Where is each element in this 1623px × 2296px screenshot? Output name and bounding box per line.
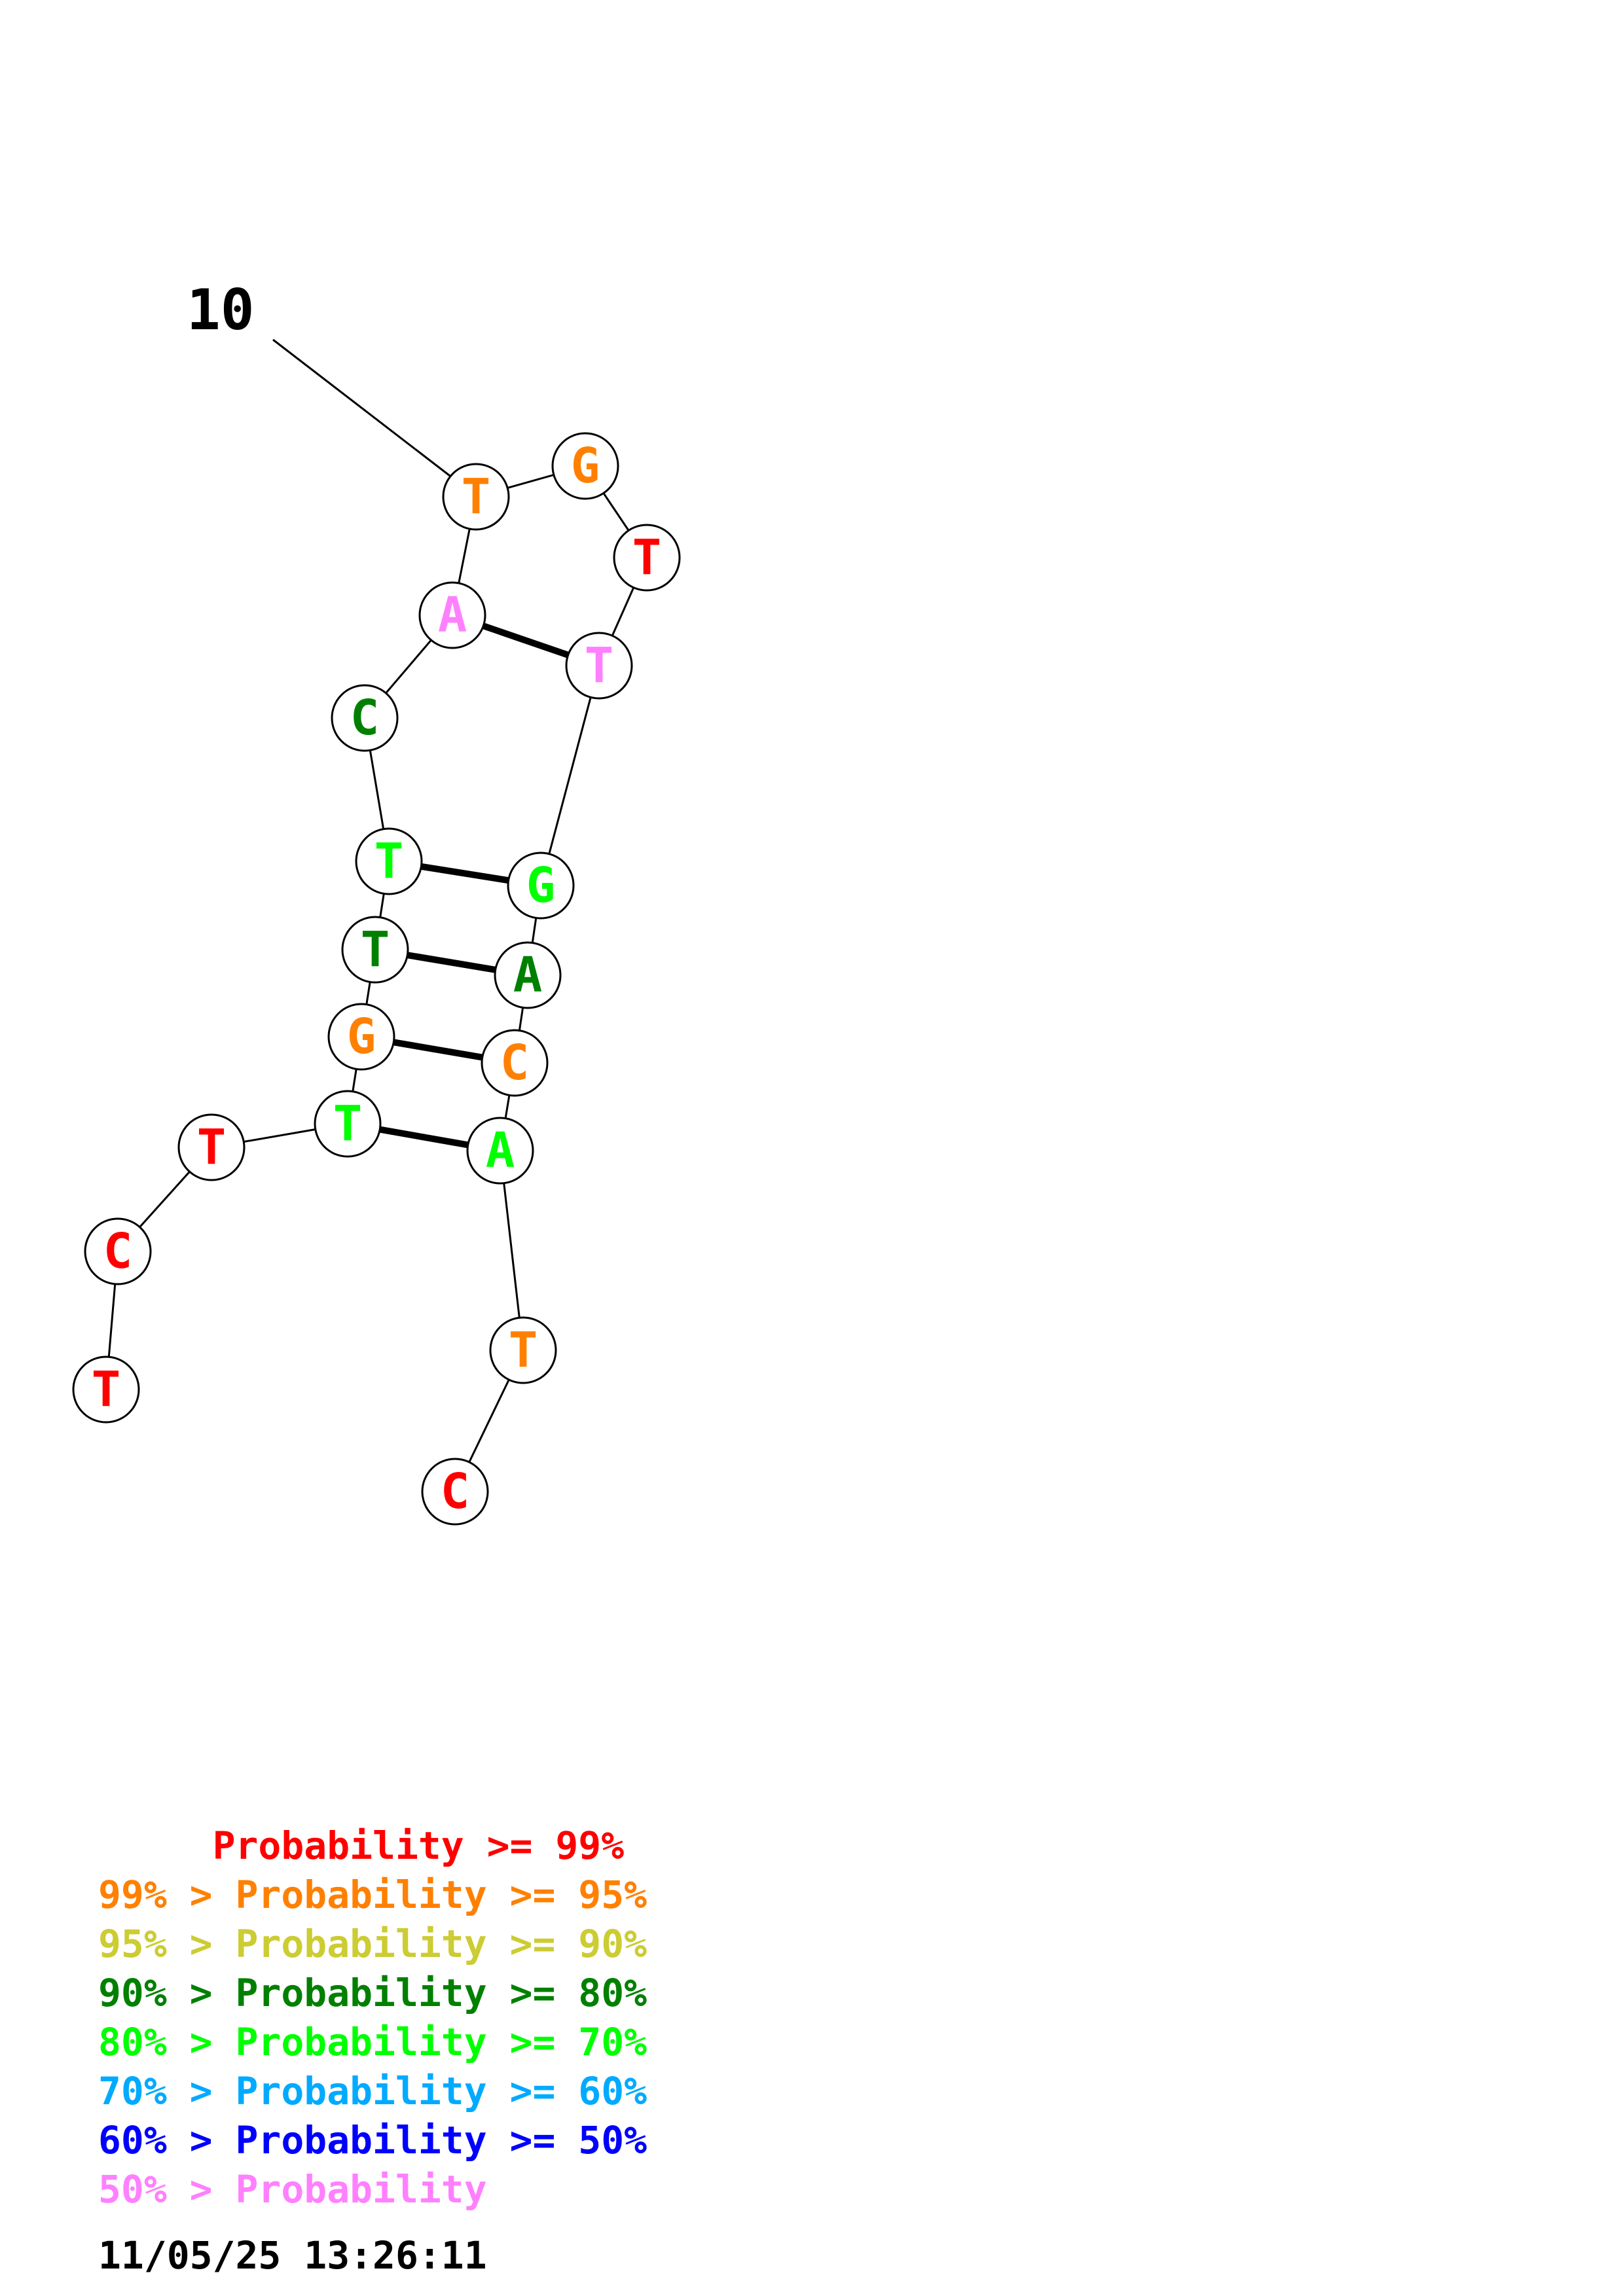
nucleotide-letter: C [103,1223,133,1280]
nucleotide-letter: T [92,1361,121,1418]
nucleotide-15: A [494,941,562,1009]
legend-entry: 80% > Probability >= 70% [98,2020,647,2064]
nucleotide-letter: A [513,947,543,1003]
nucleotide-letter: T [632,529,662,586]
nucleotide-letter: T [197,1119,227,1175]
nucleotide-circle [355,827,423,895]
nucleotide-11: G [551,432,619,500]
nucleotide-circle [613,524,681,592]
nucleotide-5: G [327,1003,395,1071]
legend-entry: 90% > Probability >= 80% [98,1971,647,2015]
nucleotide-10: T [442,463,510,531]
nucleotide-circle [72,1355,140,1424]
nucleotide-circle [421,1458,489,1526]
legend-entry: 60% > Probability >= 50% [98,2118,647,2162]
nucleotide-letter: G [526,857,556,914]
nucleotide-9: A [418,581,486,649]
nucleotide-circle [466,1117,534,1185]
legend-entry: 50% > Probability [98,2167,487,2212]
nucleotide-16: C [481,1029,549,1097]
timestamp: 11/05/25 13:26:11 [98,2233,487,2278]
backbone-link [539,665,600,886]
nucleotide-letter: T [462,469,491,525]
nucleotide-letter: T [585,637,614,694]
nucleotide-letter: T [361,922,390,978]
nucleotide-circle [341,916,409,984]
nucleotide-letter: T [509,1322,538,1378]
nucleotide-circle [84,1217,152,1285]
nucleotide-6: T [341,916,409,984]
nucleotide-circle [507,852,575,920]
nucleotide-letter: A [486,1122,515,1179]
nucleotide-17: A [466,1117,534,1185]
nucleotide-4: T [314,1090,382,1158]
nucleotide-circle [177,1113,246,1181]
legend-entry: 99% > Probability >= 95% [98,1873,647,1917]
nucleotide-circle [418,581,486,649]
nucleotide-letter: C [350,690,380,746]
nucleotide-7: T [355,827,423,895]
nucleotide-1: T [72,1355,140,1424]
nucleotide-8: C [331,684,399,752]
nucleotide-letter: C [441,1463,470,1520]
legend-entry: 95% > Probability >= 90% [98,1922,647,1966]
nucleotide-19: C [421,1458,489,1526]
nucleotide-letter: T [333,1096,363,1152]
nucleotide-12: T [613,524,681,592]
probability-legend: Probability >= 99% 99% > Probability >= 9… [98,1821,647,2214]
nucleotide-circle [327,1003,395,1071]
position-10-leader-line [272,338,456,481]
nucleotide-3: T [177,1113,246,1181]
nucleotide-letter: A [438,587,467,643]
nucleotide-18: T [489,1316,557,1384]
nucleotide-letter: G [347,1009,376,1065]
nucleotide-2: C [84,1217,152,1285]
nucleotide-circle [481,1029,549,1097]
legend-entry: Probability >= 99% [98,1823,625,1868]
nucleotide-letter: C [500,1035,530,1091]
legend-entry: 70% > Probability >= 60% [98,2069,647,2113]
nucleotide-circle [314,1090,382,1158]
nucleotide-circle [494,941,562,1009]
position-10-label: 10 [187,278,255,343]
nucleotide-14: G [507,852,575,920]
nucleotide-letter: T [374,833,404,889]
nucleotide-letter: G [571,438,600,494]
nucleotide-13: T [565,632,633,700]
nucleotide-circle [551,432,619,500]
nucleotide-circle [565,632,633,700]
nucleotide-circle [489,1316,557,1384]
nucleotide-circle [442,463,510,531]
nucleotide-circle [331,684,399,752]
